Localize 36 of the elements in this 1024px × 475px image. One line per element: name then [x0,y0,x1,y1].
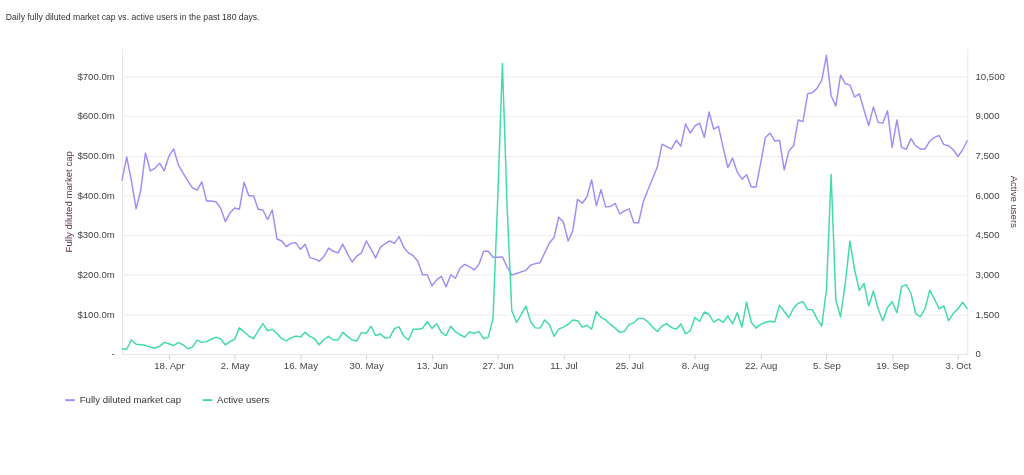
y-tick-label: $400.0m [77,189,115,201]
legend-label: Fully diluted market cap [79,394,182,406]
x-tick-label: 16. May [283,359,319,371]
y-tick-label: $600.0m [77,110,115,122]
y-tick-label: $300.0m [77,229,115,241]
x-tick-label: 2. May [220,359,250,371]
legend-label: Active users [217,394,270,406]
x-tick-label: 30. May [349,359,384,371]
y2-tick-label: 4,500 [975,229,1000,241]
x-tick-label: 13. Jun [416,359,449,371]
y2-tick-label: 7,500 [975,150,1000,162]
line-series [121,54,969,288]
y-tick-label: $100.0m [77,308,115,320]
y2-tick-label: 9,000 [975,110,1000,122]
x-tick-label: 3. Oct [945,359,972,371]
y2-tick-label: 10,500 [975,70,1005,82]
y-tick-label: $500.0m [77,150,115,162]
chart-title: Daily fully diluted market cap vs. active users in the past 180 days. [5,11,260,22]
y-tick-label: - [111,348,115,360]
y2-tick-label: 0 [975,348,981,360]
x-tick-label: 27. Jun [482,359,514,371]
y2-axis-title: Active users [1008,175,1020,229]
y-tick-label: $700.0m [77,70,115,82]
x-tick-label: 25. Jul [615,359,644,371]
x-tick-label: 18. Apr [154,359,186,371]
x-tick-label: 22. Aug [744,359,778,371]
y-axis-title: Fully diluted market cap [62,151,74,253]
line-series [121,62,969,351]
x-tick-label: 8. Aug [681,359,710,371]
x-tick-label: 5. Sep [813,359,841,371]
y2-tick-label: 3,000 [975,269,1000,281]
y-tick-label: $200.0m [77,269,115,281]
x-tick-label: 19. Sep [876,359,910,371]
x-tick-label: 11. Jul [550,359,578,371]
y2-tick-label: 6,000 [975,189,1000,201]
y2-tick-label: 1,500 [975,308,1000,320]
